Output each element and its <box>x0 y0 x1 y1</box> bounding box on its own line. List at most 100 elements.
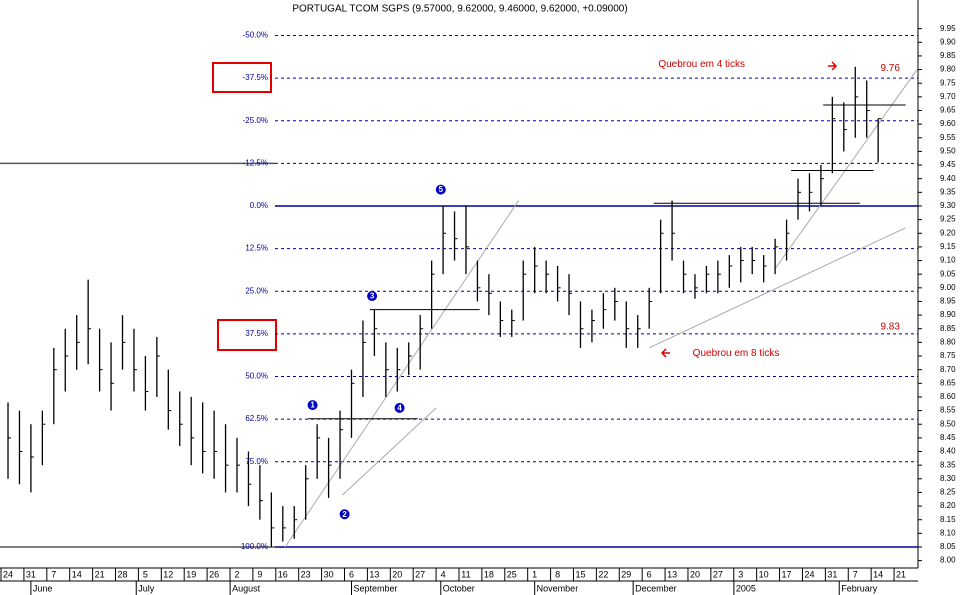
fib-label: -37.5% <box>243 73 268 82</box>
y-tick-label: 8.30 <box>940 474 956 483</box>
y-tick-label: 8.50 <box>940 419 956 428</box>
x-tick-label: 7 <box>51 569 56 579</box>
arrow <box>828 61 838 71</box>
x-tick-label: 24 <box>804 569 814 579</box>
y-tick-label: 9.10 <box>940 256 956 265</box>
fib-label: 0.0% <box>250 201 268 210</box>
y-tick-label: 8.55 <box>940 406 956 415</box>
x-tick-label: 15 <box>575 569 585 579</box>
x-tick-label: 14 <box>873 569 883 579</box>
fib-label: -25.0% <box>243 116 268 125</box>
fib-label: 12.5% <box>245 244 268 253</box>
y-tick-label: 8.80 <box>940 337 956 346</box>
month-label: December <box>635 583 677 593</box>
y-tick-label: 8.70 <box>940 365 956 374</box>
x-tick-label: 13 <box>369 569 379 579</box>
x-tick-label: 27 <box>713 569 723 579</box>
y-tick-label: 9.30 <box>940 201 956 210</box>
y-tick-label: 8.95 <box>940 297 956 306</box>
x-tick-label: 6 <box>647 569 652 579</box>
fib-label: 25.0% <box>245 286 268 295</box>
x-tick-label: 2 <box>234 569 239 579</box>
trendline <box>648 227 906 349</box>
x-tick-label: 21 <box>896 569 906 579</box>
x-tick-label: 29 <box>621 569 631 579</box>
month-label: July <box>138 583 155 593</box>
wave-label: 2 <box>342 510 347 519</box>
highlight-box <box>212 62 272 93</box>
x-tick-label: 6 <box>349 569 354 579</box>
y-tick-label: 9.60 <box>940 119 956 128</box>
month-label: October <box>443 583 475 593</box>
annotation: 9.83 <box>880 322 900 333</box>
wave-marker <box>339 509 350 520</box>
x-tick-label: 1 <box>532 569 537 579</box>
x-tick-label: 27 <box>415 569 425 579</box>
y-tick-label: 9.35 <box>940 187 956 196</box>
month-label: November <box>537 583 579 593</box>
y-tick-label: 9.25 <box>940 215 956 224</box>
y-tick-label: 8.45 <box>940 433 956 442</box>
y-tick-label: 8.60 <box>940 392 956 401</box>
y-tick-label: 9.05 <box>940 269 956 278</box>
y-tick-label: 8.40 <box>940 447 956 456</box>
x-tick-label: 21 <box>95 569 105 579</box>
x-tick-label: 12 <box>163 569 173 579</box>
y-tick-label: 9.85 <box>940 51 956 60</box>
x-tick-label: 11 <box>461 569 470 579</box>
y-tick-label: 8.20 <box>940 501 956 510</box>
fib-label: 50.0% <box>245 372 268 381</box>
wave-marker <box>307 400 318 411</box>
y-tick-label: 9.75 <box>940 78 956 87</box>
fib-label: -12.5% <box>243 158 268 167</box>
x-tick-label: 14 <box>72 569 82 579</box>
x-tick-label: 23 <box>301 569 311 579</box>
x-tick-label: 26 <box>209 569 219 579</box>
x-tick-label: 22 <box>598 569 608 579</box>
x-tick-label: 20 <box>690 569 700 579</box>
arrow <box>660 348 670 358</box>
x-tick-label: 8 <box>555 569 560 579</box>
x-tick-label: 25 <box>507 569 517 579</box>
wave-label: 5 <box>439 185 444 194</box>
y-tick-label: 9.00 <box>940 283 956 292</box>
x-tick-label: 5 <box>143 569 148 579</box>
month-label: August <box>232 583 261 593</box>
fib-label: 62.5% <box>245 414 268 423</box>
fib-label: -50.0% <box>243 31 268 40</box>
x-tick-label: 4 <box>441 569 446 579</box>
fib-label: 100.0% <box>241 542 268 551</box>
month-label: September <box>353 583 397 593</box>
y-tick-label: 8.35 <box>940 460 956 469</box>
trendline <box>774 69 918 270</box>
x-tick-label: 19 <box>186 569 196 579</box>
x-tick-label: 24 <box>3 569 13 579</box>
month-label: June <box>33 583 53 593</box>
y-tick-label: 9.20 <box>940 228 956 237</box>
x-tick-label: 18 <box>484 569 494 579</box>
annotation: Quebrou em 8 ticks <box>693 348 780 359</box>
x-tick-label: 16 <box>278 569 288 579</box>
y-tick-label: 9.95 <box>940 24 956 33</box>
x-tick-label: 10 <box>759 569 769 579</box>
y-tick-label: 8.65 <box>940 378 956 387</box>
wave-marker <box>367 291 378 302</box>
wave-label: 1 <box>310 401 315 410</box>
y-tick-label: 8.85 <box>940 324 956 333</box>
fib-label: 37.5% <box>245 329 268 338</box>
trendline <box>284 200 520 548</box>
y-tick-label: 9.50 <box>940 147 956 156</box>
y-tick-label: 8.25 <box>940 488 956 497</box>
wave-marker <box>435 184 446 195</box>
y-tick-label: 8.90 <box>940 310 956 319</box>
y-tick-label: 9.55 <box>940 133 956 142</box>
fib-label: 75.0% <box>245 457 268 466</box>
y-tick-label: 9.80 <box>940 65 956 74</box>
trendline <box>341 407 437 496</box>
x-tick-label: 28 <box>117 569 127 579</box>
x-tick-label: 31 <box>827 569 837 579</box>
x-tick-label: 9 <box>257 569 262 579</box>
annotation: Quebrou em 4 ticks <box>658 59 745 70</box>
x-tick-label: 30 <box>324 569 334 579</box>
x-tick-label: 20 <box>392 569 402 579</box>
